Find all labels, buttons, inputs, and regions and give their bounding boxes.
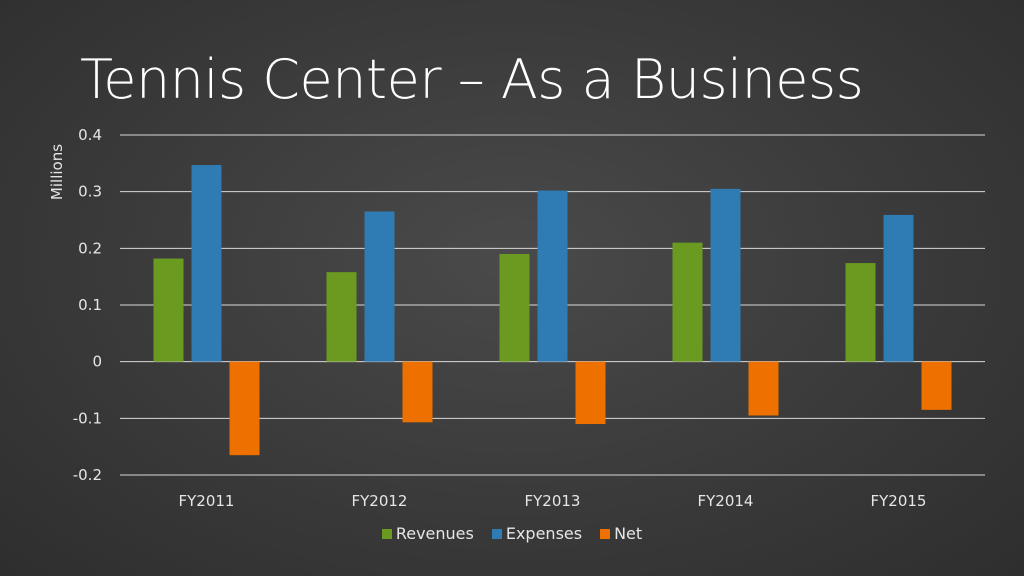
y-tick-labels: 0.4 0.3 0.2 0.1 0 -0.1 -0.2	[73, 126, 102, 484]
legend-label: Net	[614, 524, 643, 543]
x-tick-label: FY2014	[698, 492, 754, 510]
bar-expenses-fy2015	[883, 214, 914, 362]
bar-net-fy2011	[229, 361, 260, 456]
y-tick-label: 0.4	[78, 126, 102, 144]
slide-title: Tennis Center – As a Business	[80, 48, 864, 111]
legend-swatch	[381, 528, 392, 539]
bar-expenses-fy2011	[191, 165, 222, 362]
legend-label: Revenues	[395, 524, 474, 543]
bar-expenses-fy2012	[364, 211, 395, 362]
y-tick-label: 0.2	[78, 239, 102, 257]
x-tick-label: FY2011	[179, 492, 235, 510]
bar-net-fy2013	[575, 361, 606, 424]
y-tick-label: -0.2	[73, 466, 102, 484]
bar-revenues-fy2014	[672, 242, 703, 362]
bar-net-fy2015	[921, 361, 952, 410]
bar-expenses-fy2013	[537, 190, 568, 362]
y-axis-label: Millions	[48, 144, 66, 200]
y-tick-label: 0.3	[78, 183, 102, 201]
x-tick-label: FY2015	[871, 492, 927, 510]
bar-revenues-fy2013	[499, 254, 530, 362]
bar-expenses-fy2014	[710, 188, 741, 362]
bar-revenues-fy2012	[326, 272, 357, 362]
bar-revenues-fy2011	[153, 258, 184, 362]
x-tick-label: FY2012	[352, 492, 408, 510]
legend-item-net: Net	[600, 524, 642, 543]
legend-item-revenues: Revenues	[381, 524, 474, 543]
bar-net-fy2014	[748, 361, 779, 416]
legend-item-expenses: Expenses	[491, 524, 583, 543]
legend: Revenues Expenses Net	[0, 524, 1024, 543]
legend-label: Expenses	[505, 524, 583, 543]
legend-swatch	[600, 528, 611, 539]
bar-revenues-fy2015	[845, 263, 876, 362]
x-tick-label: FY2013	[525, 492, 581, 510]
legend-swatch	[491, 528, 502, 539]
y-tick-label: 0	[92, 353, 102, 371]
bars	[153, 165, 952, 456]
y-tick-label: 0.1	[78, 296, 102, 314]
x-tick-labels: FY2011 FY2012 FY2013 FY2014 FY2015	[179, 492, 927, 510]
y-tick-label: -0.1	[73, 409, 102, 427]
bar-net-fy2012	[402, 361, 433, 423]
